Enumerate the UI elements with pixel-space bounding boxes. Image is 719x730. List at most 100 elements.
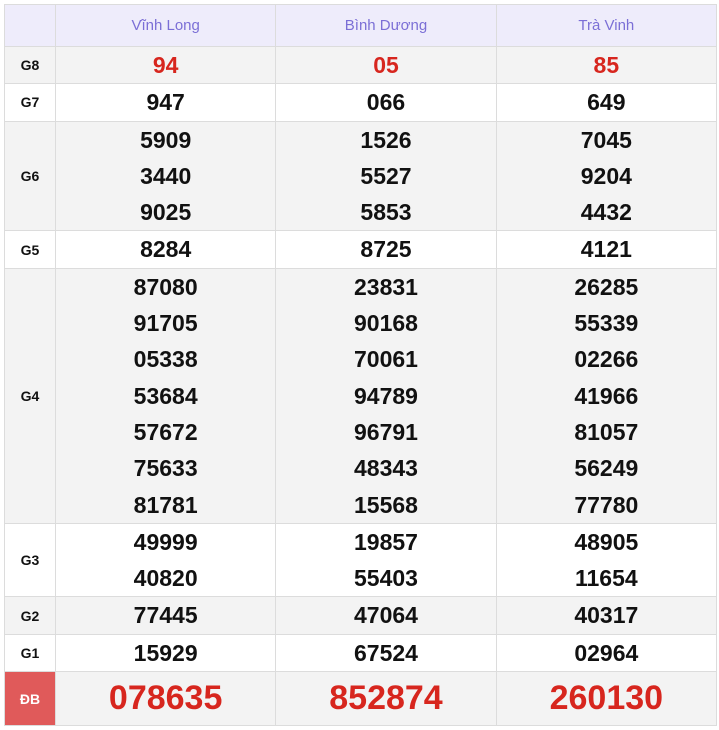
corner-cell xyxy=(4,4,56,47)
province-header: Trà Vinh xyxy=(495,4,718,47)
lottery-results-table: Vĩnh Long Bình Dương Trà Vinh G8 94 05 85 G7… xyxy=(4,4,718,727)
prize-cell: 23831 90168 70061 94789 96791 48343 15568 xyxy=(275,267,497,524)
prize-number: 1526 xyxy=(360,126,412,153)
prize-number: 8284 xyxy=(140,236,192,263)
prize-cell: 85 xyxy=(495,45,718,85)
prize-number: 15568 xyxy=(354,491,418,518)
province-header: Vĩnh Long xyxy=(54,4,277,47)
prize-row-g7: G7 947 066 649 xyxy=(4,83,718,122)
prize-cell: 77445 xyxy=(54,596,277,635)
prize-cell: 26285 55339 02266 41966 81057 56249 77780 xyxy=(495,267,718,524)
prize-number: 15929 xyxy=(133,639,198,666)
prize-cell: 02964 xyxy=(495,633,718,673)
prize-number: 55403 xyxy=(354,565,418,592)
prize-number: 4121 xyxy=(580,236,632,263)
prize-number: 05 xyxy=(373,52,399,78)
prize-label: G7 xyxy=(4,83,56,122)
prize-number: 9204 xyxy=(580,162,632,189)
prize-number: 26285 xyxy=(574,273,639,300)
prize-number: 8725 xyxy=(360,236,412,263)
prize-number: 7045 xyxy=(580,126,632,153)
prize-label: G3 xyxy=(4,522,56,598)
prize-cell: 8725 xyxy=(275,230,497,269)
prize-cell: 649 xyxy=(495,83,718,122)
prize-row-g8: G8 94 05 85 xyxy=(4,45,718,85)
prize-number: 02266 xyxy=(574,346,639,373)
prize-number: 11654 xyxy=(574,565,638,592)
prize-number: 67524 xyxy=(354,639,418,666)
prize-cell: 87080 91705 05338 53684 57672 75633 81781 xyxy=(54,267,277,524)
prize-number: 066 xyxy=(366,89,406,116)
prize-number: 81057 xyxy=(574,418,639,445)
prize-number: 96791 xyxy=(354,418,418,445)
prize-cell: 8284 xyxy=(54,230,277,269)
prize-number: 260130 xyxy=(549,679,664,718)
prize-cell: 4121 xyxy=(495,230,718,269)
prize-number: 77780 xyxy=(574,491,639,518)
prize-number: 55339 xyxy=(574,310,639,337)
prize-number: 649 xyxy=(587,89,626,116)
prize-cell: 05 xyxy=(275,45,497,85)
prize-number: 5527 xyxy=(360,162,412,189)
prize-cell: 947 xyxy=(54,83,277,122)
prize-row-g2: G2 77445 47064 40317 xyxy=(4,596,718,635)
prize-number: 19857 xyxy=(354,528,418,555)
prize-number: 23831 xyxy=(354,273,418,300)
prize-label: G5 xyxy=(4,230,56,269)
prize-number: 05338 xyxy=(133,346,198,373)
prize-number: 87080 xyxy=(133,273,198,300)
prize-cell: 260130 xyxy=(495,671,718,727)
prize-cell: 48905 11654 xyxy=(495,522,718,598)
prize-row-g6: G6 5909 3440 9025 1526 5527 5853 7045 9204 4432 xyxy=(4,120,718,232)
prize-number: 85 xyxy=(593,52,620,78)
prize-row-g1: G1 15929 67524 02964 xyxy=(4,633,718,673)
prize-label: G4 xyxy=(4,267,56,524)
prize-number: 02964 xyxy=(574,639,639,666)
prize-number: 91705 xyxy=(133,310,198,337)
prize-number: 078635 xyxy=(108,679,223,718)
prize-number: 48343 xyxy=(354,455,418,482)
prize-number: 90168 xyxy=(354,310,418,337)
prize-number: 4432 xyxy=(580,199,632,226)
prize-label: G2 xyxy=(4,596,56,635)
prize-cell: 47064 xyxy=(275,596,497,635)
prize-number: 94789 xyxy=(354,382,418,409)
prize-number: 81781 xyxy=(133,491,198,518)
prize-number: 5909 xyxy=(140,126,192,153)
prize-cell: 078635 xyxy=(54,671,277,727)
header-row: Vĩnh Long Bình Dương Trà Vinh xyxy=(4,4,718,47)
prize-number: 53684 xyxy=(133,382,198,409)
prize-row-g4: G4 87080 91705 05338 53684 57672 75633 81781 238… xyxy=(4,267,718,524)
prize-number: 70061 xyxy=(354,346,418,373)
prize-number: 94 xyxy=(152,52,179,78)
prize-cell: 94 xyxy=(54,45,277,85)
prize-cell: 7045 9204 4432 xyxy=(495,120,718,232)
province-header: Bình Dương xyxy=(275,4,497,47)
prize-number: 3440 xyxy=(140,162,192,189)
prize-label: G8 xyxy=(4,45,56,85)
prize-number: 41966 xyxy=(574,382,639,409)
prize-number: 57672 xyxy=(133,418,198,445)
prize-number: 77445 xyxy=(133,602,198,629)
prize-row-đb: ĐB 078635 852874 260130 xyxy=(4,671,718,727)
prize-cell: 066 xyxy=(275,83,497,122)
prize-cell: 1526 5527 5853 xyxy=(275,120,497,232)
prize-cell: 67524 xyxy=(275,633,497,673)
prize-number: 75633 xyxy=(133,455,198,482)
prize-cell: 49999 40820 xyxy=(54,522,277,598)
prize-number: 40820 xyxy=(133,565,198,592)
prize-label: G1 xyxy=(4,633,56,673)
prize-number: 9025 xyxy=(140,199,192,226)
prize-number: 47064 xyxy=(354,602,418,629)
prize-label: G6 xyxy=(4,120,56,232)
prize-row-g5: G5 8284 8725 4121 xyxy=(4,230,718,269)
prize-cell: 19857 55403 xyxy=(275,522,497,598)
prize-cell: 5909 3440 9025 xyxy=(54,120,277,232)
prize-number: 49999 xyxy=(133,528,198,555)
prize-row-g3: G3 49999 40820 19857 55403 48905 11654 xyxy=(4,522,718,598)
prize-cell: 852874 xyxy=(275,671,497,727)
prize-number: 947 xyxy=(146,89,185,116)
prize-label: ĐB xyxy=(4,671,56,727)
prize-number: 852874 xyxy=(329,679,443,718)
prize-cell: 15929 xyxy=(54,633,277,673)
